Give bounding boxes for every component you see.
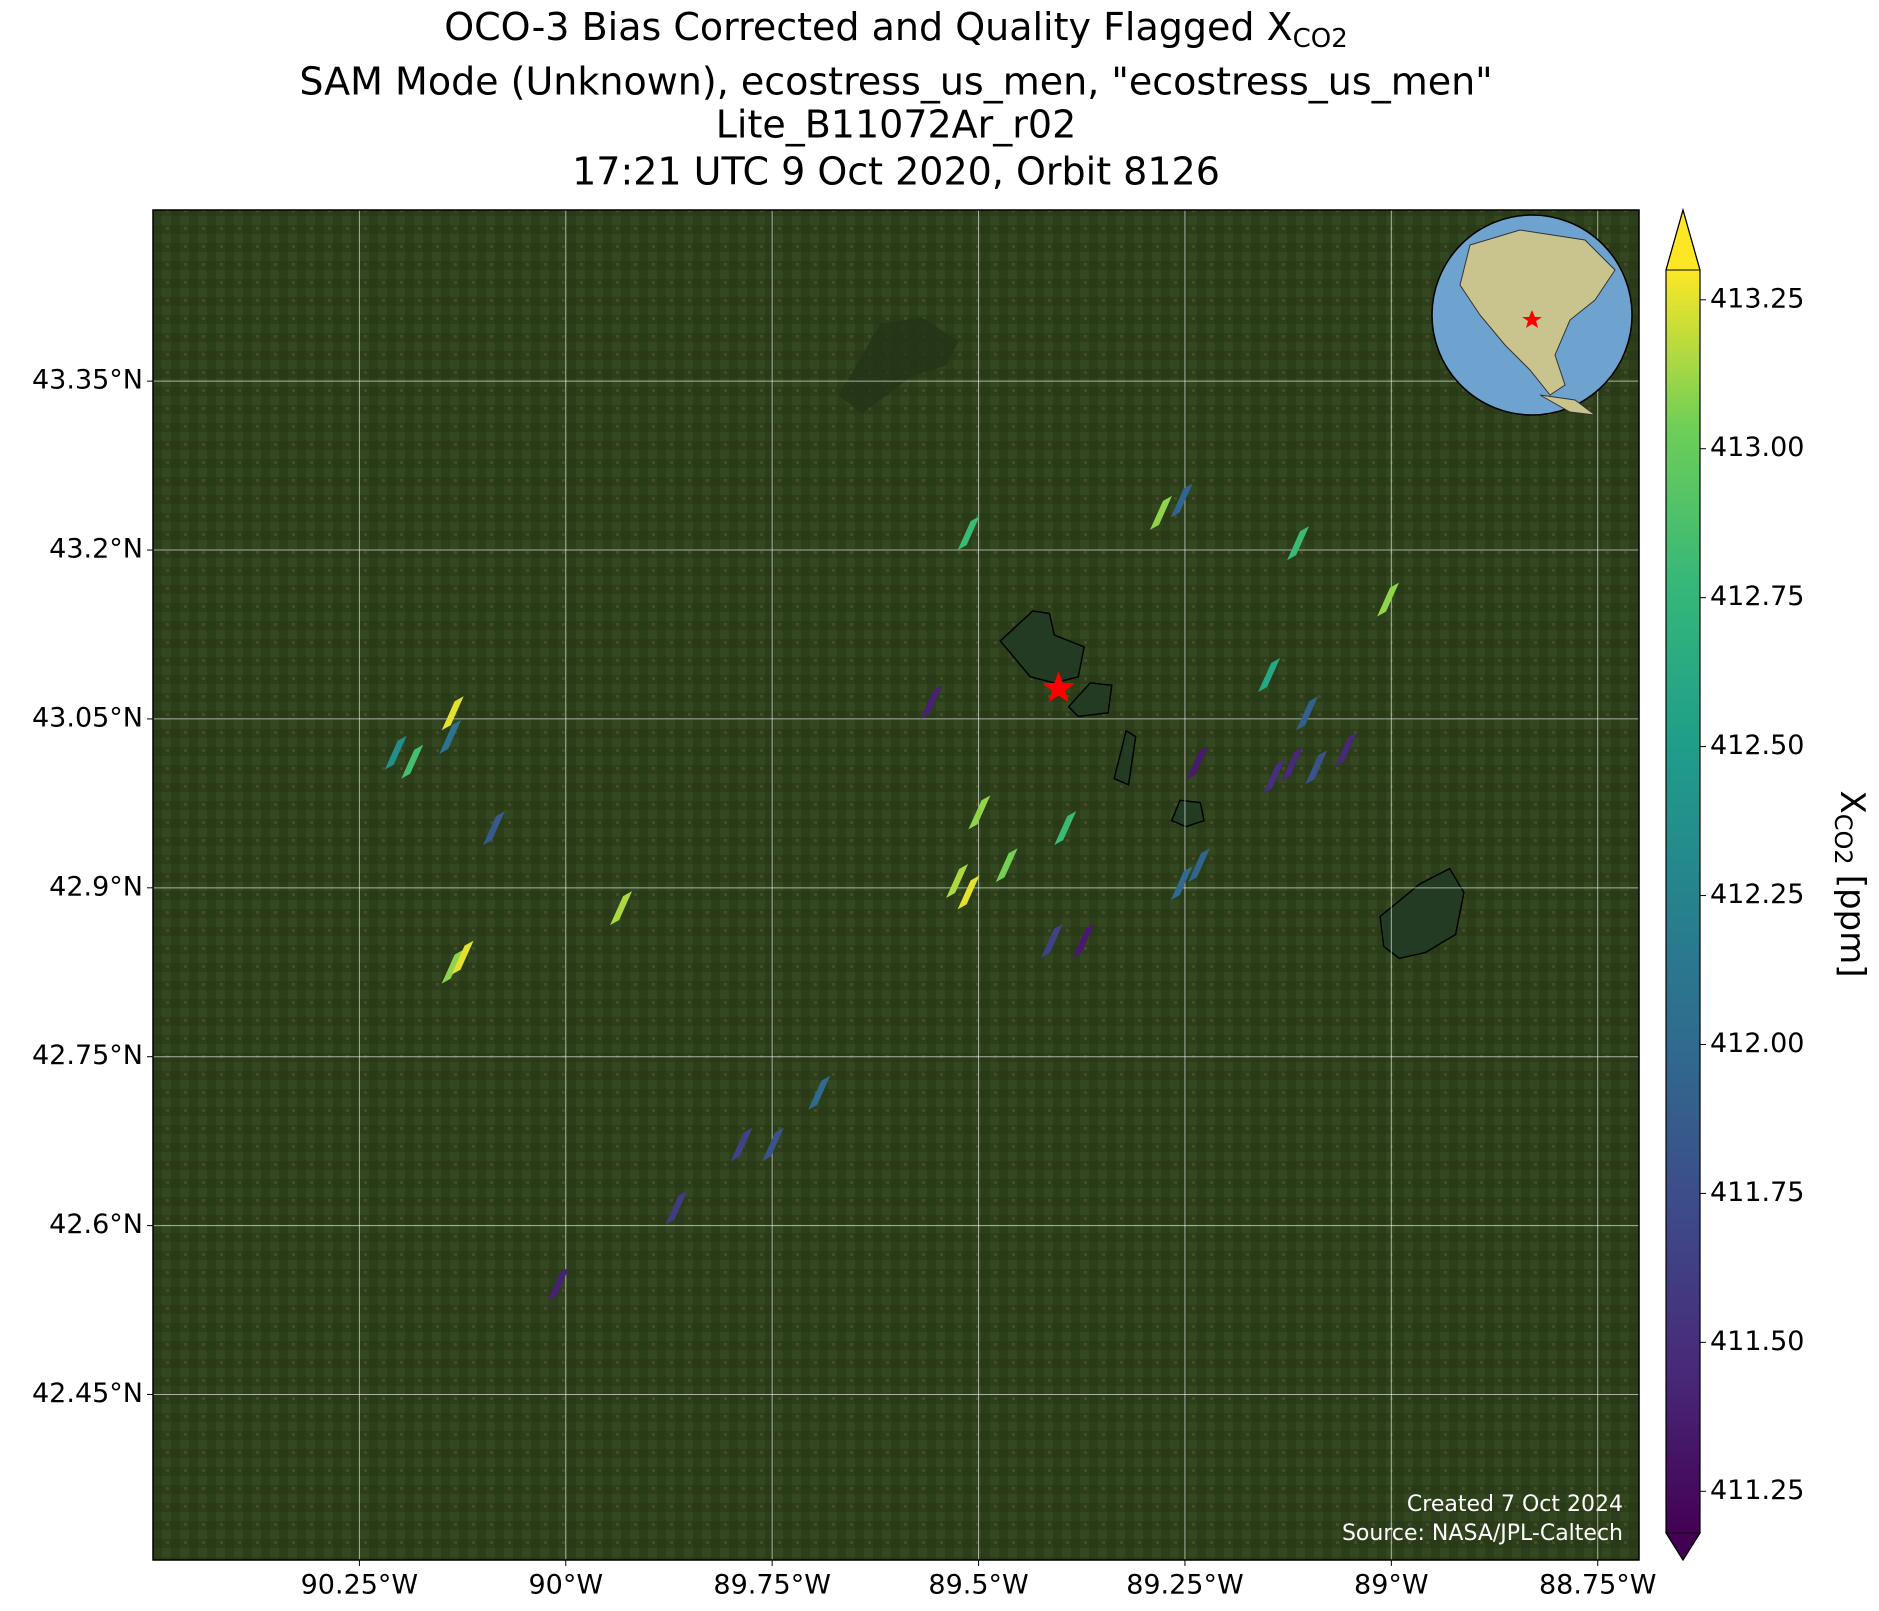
colorbar (1666, 270, 1700, 1533)
colorbar-tick-label: 412.25 (1710, 879, 1804, 910)
colorbar-tick-label: 412.75 (1710, 581, 1804, 612)
sounding (1263, 759, 1286, 794)
sounding (920, 685, 943, 720)
title-line: Lite_B11072Ar_r02 (716, 103, 1077, 147)
sounding (451, 940, 474, 975)
sounding (1287, 526, 1310, 561)
sounding (1377, 582, 1400, 617)
title-line: 17:21 UTC 9 Oct 2020, Orbit 8126 (572, 150, 1220, 194)
colorbar-tick-label: 413.25 (1710, 283, 1804, 314)
title: OCO-3 Bias Corrected and Quality Flagged… (299, 5, 1492, 194)
colorbar-label-unit: [ppm] (1833, 875, 1873, 978)
sounding (1041, 923, 1064, 958)
sounding (441, 949, 464, 984)
colorbar-tick-label: 412.50 (1710, 730, 1804, 761)
sounding (957, 875, 980, 910)
credit: Source: NASA/JPL-Caltech (1342, 1521, 1623, 1546)
colorbar-extend-max (1665, 208, 1701, 271)
sounding (1072, 923, 1095, 958)
lake (1170, 799, 1205, 828)
sounding (1170, 866, 1193, 901)
lakes (838, 317, 1465, 960)
map-background (153, 210, 1639, 1560)
x-tick-label: 88.75°W (1539, 1570, 1657, 1601)
lake (1379, 867, 1465, 960)
sounding (1281, 746, 1304, 781)
colorbar-frame (1665, 207, 1701, 1562)
globe-land (1539, 394, 1597, 416)
lake (1113, 729, 1137, 786)
sounding (441, 696, 464, 731)
sounding (1186, 745, 1209, 780)
colorbar-extend-min (1665, 1532, 1701, 1561)
x-tick-label: 89.25°W (1126, 1570, 1244, 1601)
inset-globe (1431, 214, 1633, 416)
sounding (401, 744, 424, 779)
sounding (995, 848, 1018, 883)
target-star (1042, 671, 1075, 703)
y-tick-label: 42.9°N (49, 871, 143, 902)
lake (1067, 682, 1113, 718)
sounding (1305, 750, 1328, 785)
sounding (1334, 732, 1357, 767)
river-lake (838, 317, 959, 414)
map-overlay (153, 210, 1639, 1560)
title-text: OCO-3 Bias Corrected and Quality Flagged… (444, 5, 1292, 49)
colorbar-label-subscript: CO2 (1829, 814, 1857, 865)
sounding (482, 811, 505, 846)
sounding (946, 864, 969, 899)
sounding (808, 1075, 831, 1110)
colorbar-tick-label: 411.25 (1710, 1475, 1804, 1506)
sounding (665, 1190, 688, 1225)
sounding (1150, 495, 1173, 530)
lake (999, 610, 1086, 684)
y-tick-label: 43.05°N (32, 702, 143, 733)
sounding (1187, 848, 1210, 883)
y-tick-label: 42.45°N (32, 1378, 143, 1409)
sounding (547, 1267, 570, 1302)
y-tick-label: 43.2°N (49, 534, 143, 565)
x-tick-label: 90.25°W (301, 1570, 419, 1601)
sounding (1296, 696, 1319, 731)
x-tick-label: 89.75°W (713, 1570, 831, 1601)
map-area (153, 210, 1639, 1560)
x-tick-label: 89.5°W (928, 1570, 1028, 1601)
sounding (968, 795, 991, 830)
x-tick-label: 90°W (528, 1570, 603, 1601)
title-line: SAM Mode (Unknown), ecostress_us_men, "e… (299, 60, 1492, 104)
sounding (1054, 811, 1077, 846)
globe-land (1459, 229, 1616, 396)
x-tick-label: 89°W (1354, 1570, 1429, 1601)
globe-star (1522, 310, 1542, 328)
colorbar-tick-label: 412.00 (1710, 1028, 1804, 1059)
y-tick-label: 43.35°N (32, 365, 143, 396)
sounding (1258, 658, 1281, 693)
y-tick-label: 42.75°N (32, 1040, 143, 1071)
colorbar-tick-label: 411.50 (1710, 1326, 1804, 1357)
map-frame (152, 209, 1640, 1561)
title-line: OCO-3 Bias Corrected and Quality Flagged… (444, 5, 1348, 54)
colorbar-tick-label: 411.75 (1710, 1177, 1804, 1208)
credit: Created 7 Oct 2024 (1407, 1492, 1623, 1517)
sounding (730, 1127, 753, 1162)
sounding (610, 891, 633, 926)
sounding (439, 719, 462, 754)
y-tick-label: 42.6°N (49, 1209, 143, 1240)
colorbar-tick-label: 413.00 (1710, 432, 1804, 463)
sounding (384, 735, 407, 770)
sounding (761, 1127, 784, 1162)
colorbar-label: XCO2 [ppm] (1829, 790, 1873, 977)
sounding (957, 516, 980, 551)
colorbar-label-main: X (1833, 790, 1873, 813)
sounding (1170, 483, 1193, 518)
title-subscript: CO2 (1293, 24, 1348, 54)
